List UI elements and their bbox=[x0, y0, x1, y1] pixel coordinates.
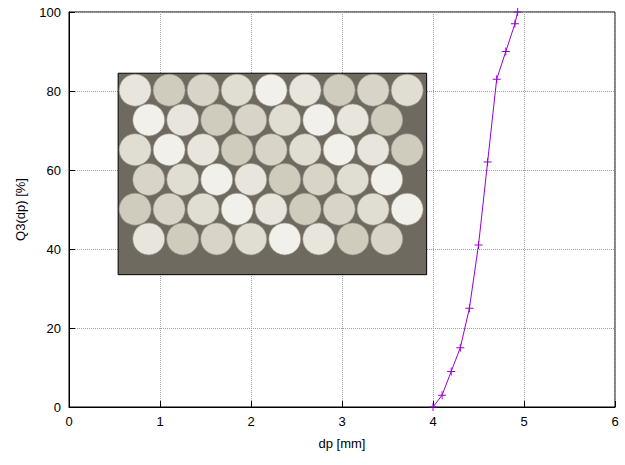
svg-text:80: 80 bbox=[47, 84, 61, 99]
svg-text:dp [mm]: dp [mm] bbox=[319, 436, 366, 451]
svg-text:5: 5 bbox=[520, 414, 527, 429]
svg-text:2: 2 bbox=[247, 414, 254, 429]
svg-text:100: 100 bbox=[39, 5, 61, 20]
svg-text:60: 60 bbox=[47, 163, 61, 178]
svg-text:40: 40 bbox=[47, 242, 61, 257]
svg-text:Q3(dp) [%]: Q3(dp) [%] bbox=[13, 178, 28, 241]
svg-text:0: 0 bbox=[54, 400, 61, 415]
svg-text:1: 1 bbox=[156, 414, 163, 429]
svg-text:0: 0 bbox=[65, 414, 72, 429]
svg-text:6: 6 bbox=[611, 414, 618, 429]
svg-text:3: 3 bbox=[338, 414, 345, 429]
svg-text:4: 4 bbox=[429, 414, 436, 429]
svg-text:20: 20 bbox=[47, 321, 61, 336]
